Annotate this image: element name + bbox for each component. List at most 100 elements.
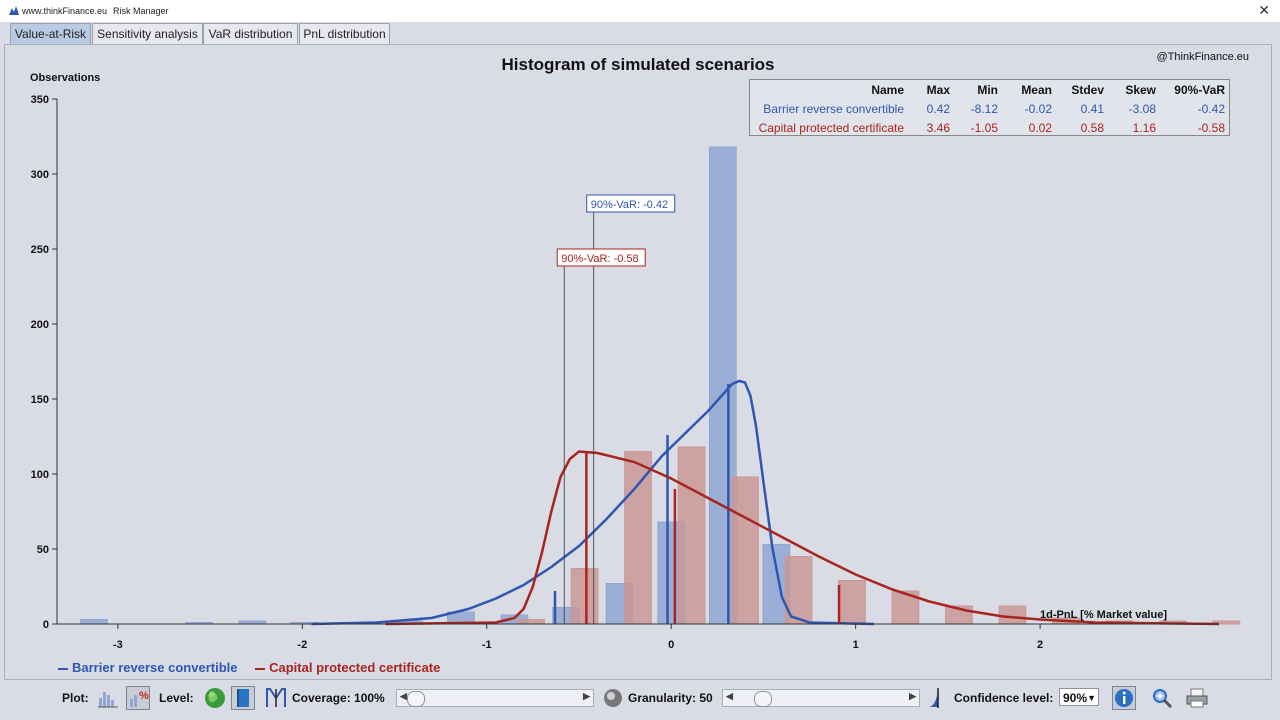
percent-histogram-icon[interactable]: % (126, 686, 150, 710)
stats-header-mean: Mean (1021, 82, 1052, 97)
stats-header-row: Name Max Min Mean Stdev Skew 90%-VaR (750, 80, 1229, 99)
y-tick-label: 50 (37, 544, 49, 556)
title-bar: www.thinkFinance.eu Risk Manager ✕ (0, 0, 1280, 22)
close-icon[interactable]: ✕ (1258, 2, 1270, 18)
stats-row-capital: Capital protected certificate 3.46 -1.05… (750, 118, 1229, 137)
stats-cell: -0.42 (1197, 101, 1225, 116)
density-curve (311, 379, 875, 626)
chart-title: Histogram of simulated scenarios (501, 55, 774, 74)
x-tick-label: -3 (113, 639, 123, 651)
histogram-bar (624, 451, 652, 625)
histogram-bar (838, 580, 866, 625)
histogram-icon[interactable] (96, 686, 120, 710)
var-label: 90%-VaR: -0.42 (591, 199, 668, 211)
histogram-bar (1212, 620, 1241, 625)
confidence-label: Confidence level: (954, 691, 1054, 705)
coverage-slider[interactable]: ◀ ▶ (396, 689, 594, 707)
histogram-bar (677, 446, 706, 625)
y-tick-label: 0 (43, 619, 49, 631)
stats-cell: 0.58 (1080, 120, 1104, 135)
chevron-down-icon[interactable]: ▼ (1087, 693, 1096, 703)
x-tick-label: 0 (668, 639, 674, 651)
plot-label: Plot: (62, 691, 89, 705)
confidence-select[interactable]: 90% ▼ (1059, 688, 1099, 706)
coverage-label: Coverage: 100% (292, 691, 385, 705)
x-tick-label: -2 (297, 639, 307, 651)
slider-left-arrow-icon[interactable]: ◀ (726, 691, 733, 701)
stats-row-barrier: Barrier reverse convertible 0.42 -8.12 -… (750, 99, 1229, 118)
info-icon[interactable] (1112, 686, 1136, 710)
x-axis-label: 1d-PnL [% Market value] (1040, 609, 1167, 621)
stats-cell: -1.05 (970, 120, 998, 135)
window-title: Risk Manager (113, 6, 169, 16)
legend-item-capital: Capital protected certificate (255, 660, 440, 675)
tab-sensitivity-analysis[interactable]: Sensitivity analysis (92, 23, 203, 44)
var-label-box (556, 248, 646, 267)
y-tick-label: 100 (31, 469, 49, 481)
app-logo-icon (9, 6, 19, 15)
legend-line-red (255, 667, 266, 670)
y-tick-label: 250 (31, 244, 49, 256)
stats-header-min: Min (977, 82, 998, 97)
confidence-icon (929, 688, 939, 708)
y-tick-label: 350 (31, 94, 49, 106)
legend-label: Capital protected certificate (269, 660, 441, 675)
slider-left-arrow-icon[interactable]: ◀ (400, 691, 407, 701)
stats-header-var: 90%-VaR (1174, 82, 1225, 97)
chart-legend: Barrier reverse convertible Capital prot… (58, 660, 454, 675)
stats-cell: 3.46 (926, 120, 950, 135)
granularity-slider-thumb[interactable] (754, 691, 772, 707)
stats-header-stdev: Stdev (1071, 82, 1104, 97)
stats-cell: Capital protected certificate (758, 120, 904, 135)
tab-value-at-risk[interactable]: Value-at-Risk (10, 23, 91, 44)
histogram-bar (80, 619, 108, 625)
var-label-box (586, 194, 676, 213)
confidence-value: 90% (1063, 691, 1088, 705)
stats-cell: 0.02 (1028, 120, 1052, 135)
x-tick-label: 2 (1037, 639, 1043, 651)
histogram-bar (517, 619, 545, 625)
y-tick-label: 150 (31, 394, 49, 406)
y-tick-label: 300 (31, 169, 49, 181)
stats-header-skew: Skew (1125, 82, 1156, 97)
coverage-icon (266, 688, 286, 707)
histogram-chart: 0 50 100 150 200 250 300 350 -3 -2 -1 0 1 2 Histogram… (30, 55, 1241, 651)
bottom-toolbar: Plot: % Level: Coverage: 100% ◀ ▶ Granul… (0, 680, 1280, 720)
print-icon[interactable] (1185, 686, 1209, 710)
var-label: 90%-VaR: -0.58 (561, 253, 638, 265)
level-label: Level: (159, 691, 194, 705)
x-tick-label: -1 (482, 639, 492, 651)
window-site: www.thinkFinance.eu (22, 6, 108, 16)
y-tick-label: 200 (31, 319, 49, 331)
stats-cell: 0.42 (926, 101, 950, 116)
stats-cell: 0.41 (1080, 101, 1104, 116)
stats-cell: -3.08 (1128, 101, 1156, 116)
tab-pnl-distribution[interactable]: PnL distribution (299, 23, 390, 44)
legend-label: Barrier reverse convertible (72, 660, 238, 675)
book-icon[interactable] (231, 686, 255, 710)
statistics-table: Name Max Min Mean Stdev Skew 90%-VaR Bar… (749, 79, 1230, 136)
slider-right-arrow-icon[interactable]: ▶ (583, 691, 590, 701)
stats-cell: Barrier reverse convertible (763, 101, 904, 116)
tab-var-distribution[interactable]: VaR distribution (203, 23, 298, 44)
stats-cell: 1.16 (1132, 120, 1156, 135)
stats-cell: -0.02 (1024, 101, 1052, 116)
granularity-slider[interactable]: ◀ ▶ (722, 689, 920, 707)
stats-cell: -0.58 (1197, 120, 1225, 135)
zoom-icon[interactable] (1150, 686, 1174, 710)
legend-item-barrier: Barrier reverse convertible (58, 660, 237, 675)
stats-cell: -8.12 (970, 101, 998, 116)
slider-right-arrow-icon[interactable]: ▶ (909, 691, 916, 701)
histogram-bar (731, 476, 759, 625)
svg-text:%: % (139, 690, 149, 702)
stats-header-name: Name (871, 82, 904, 97)
histogram-bar (998, 605, 1027, 625)
x-tick-label: 1 (853, 639, 859, 651)
granularity-label: Granularity: 50 (628, 691, 713, 705)
stats-header-max: Max (926, 82, 950, 97)
globe-icon[interactable] (203, 686, 227, 710)
granularity-icon (604, 689, 622, 707)
coverage-slider-thumb[interactable] (407, 691, 425, 707)
legend-line-blue (58, 667, 68, 670)
credit-text: @ThinkFinance.eu (1156, 51, 1250, 63)
